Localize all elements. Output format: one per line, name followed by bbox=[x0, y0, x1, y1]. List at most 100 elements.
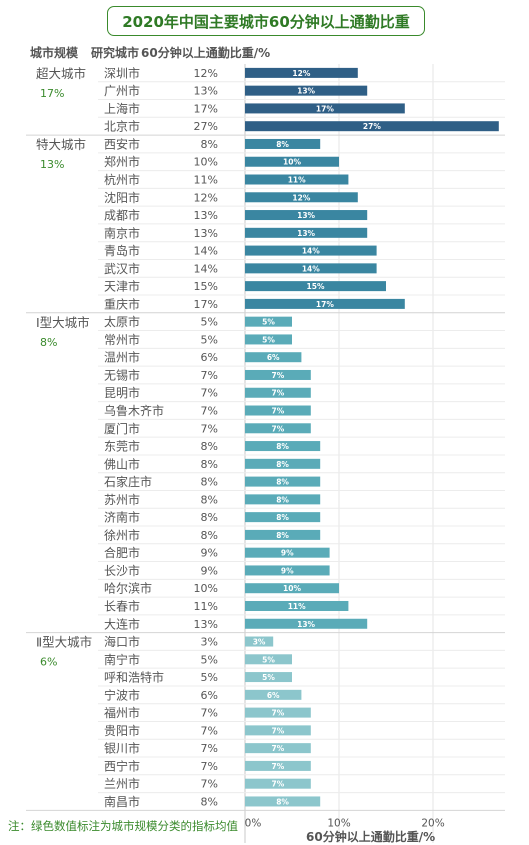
bar-data-label: 5% bbox=[262, 655, 275, 664]
city-label: 温州市 bbox=[104, 350, 140, 365]
bar-data-label: 7% bbox=[272, 726, 285, 735]
bar-data-label: 9% bbox=[281, 549, 294, 558]
bar-data-label: 11% bbox=[288, 176, 306, 185]
value-label: 8% bbox=[201, 795, 218, 808]
chart-title: 2020年中国主要城市60分钟以上通勤比重 bbox=[107, 6, 425, 36]
bar bbox=[245, 245, 377, 256]
bar bbox=[245, 387, 311, 398]
header-city-scale: 城市规模 bbox=[30, 46, 79, 60]
value-label: 8% bbox=[201, 493, 218, 506]
value-label: 6% bbox=[201, 689, 218, 702]
city-label: 太原市 bbox=[104, 314, 140, 329]
value-label: 5% bbox=[201, 671, 218, 684]
x-tick-label: 20% bbox=[421, 817, 444, 829]
bar-data-label: 9% bbox=[281, 566, 294, 575]
bar-data-label: 8% bbox=[276, 495, 289, 504]
bar bbox=[245, 67, 358, 78]
bar bbox=[245, 263, 377, 274]
bar bbox=[245, 85, 368, 96]
bar-data-label: 5% bbox=[262, 318, 275, 327]
bar bbox=[245, 281, 386, 292]
bar-data-label: 8% bbox=[276, 140, 289, 149]
city-label: 武汉市 bbox=[104, 261, 140, 276]
city-label: 无锡市 bbox=[104, 367, 140, 382]
value-label: 5% bbox=[201, 333, 218, 346]
bar bbox=[245, 298, 405, 309]
bar-data-label: 5% bbox=[262, 673, 275, 682]
bar-data-label: 13% bbox=[297, 620, 315, 629]
value-label: 8% bbox=[201, 476, 218, 489]
bar bbox=[245, 707, 311, 718]
city-label: 南京市 bbox=[104, 225, 140, 240]
group-name: Ⅱ型大城市 bbox=[36, 635, 92, 650]
bar-data-label: 8% bbox=[276, 460, 289, 469]
city-label: 苏州市 bbox=[104, 492, 140, 507]
bar bbox=[245, 547, 330, 558]
bar-data-label: 7% bbox=[272, 762, 285, 771]
bar bbox=[245, 441, 321, 452]
bar-data-label: 27% bbox=[363, 122, 381, 131]
bar-data-label: 12% bbox=[292, 193, 310, 202]
value-label: 13% bbox=[194, 227, 218, 240]
city-label: 大连市 bbox=[104, 616, 140, 631]
value-label: 13% bbox=[194, 209, 218, 222]
bar bbox=[245, 121, 499, 132]
bar bbox=[245, 512, 321, 523]
value-label: 7% bbox=[201, 387, 218, 400]
bar bbox=[245, 689, 302, 700]
city-label: 上海市 bbox=[104, 101, 140, 116]
value-label: 14% bbox=[194, 245, 218, 258]
bar-data-label: 7% bbox=[272, 371, 285, 380]
city-label: 南宁市 bbox=[104, 652, 140, 667]
x-axis-label: 60分钟以上通勤比重/% bbox=[306, 830, 436, 844]
bar bbox=[245, 316, 292, 327]
value-label: 3% bbox=[201, 636, 218, 649]
group-name: 超大城市 bbox=[36, 66, 86, 81]
value-label: 7% bbox=[201, 742, 218, 755]
value-label: 13% bbox=[194, 618, 218, 631]
value-label: 5% bbox=[201, 316, 218, 329]
value-label: 8% bbox=[201, 458, 218, 471]
bar-data-label: 14% bbox=[302, 247, 320, 256]
value-label: 7% bbox=[201, 778, 218, 791]
value-label: 10% bbox=[194, 156, 218, 169]
bar bbox=[245, 529, 321, 540]
value-label: 8% bbox=[201, 440, 218, 453]
city-label: 南昌市 bbox=[104, 794, 140, 809]
city-label: 银川市 bbox=[104, 741, 140, 756]
city-label: 宁波市 bbox=[104, 687, 140, 702]
bar bbox=[245, 210, 368, 221]
city-label: 郑州市 bbox=[104, 154, 140, 169]
city-label: 石家庄市 bbox=[104, 474, 152, 489]
bar bbox=[245, 725, 311, 736]
bar bbox=[245, 227, 368, 238]
header-share: 60分钟以上通勤比重/% bbox=[141, 46, 271, 60]
value-label: 7% bbox=[201, 760, 218, 773]
bar-data-label: 7% bbox=[272, 744, 285, 753]
bar bbox=[245, 760, 311, 771]
value-label: 11% bbox=[194, 174, 218, 187]
bar-data-label: 17% bbox=[316, 104, 334, 113]
bar-data-label: 7% bbox=[272, 389, 285, 398]
bar bbox=[245, 583, 339, 594]
x-tick-label: 0% bbox=[245, 817, 262, 829]
bar-data-label: 8% bbox=[276, 513, 289, 522]
bar-data-label: 5% bbox=[262, 335, 275, 344]
city-label: 深圳市 bbox=[104, 65, 140, 80]
bar-data-label: 6% bbox=[267, 353, 280, 362]
bar bbox=[245, 636, 274, 647]
bar bbox=[245, 138, 321, 149]
value-label: 7% bbox=[201, 369, 218, 382]
bar bbox=[245, 103, 405, 114]
value-label: 9% bbox=[201, 547, 218, 560]
bar-data-label: 8% bbox=[276, 478, 289, 487]
bar-data-label: 7% bbox=[272, 709, 285, 718]
city-label: 北京市 bbox=[104, 119, 140, 134]
city-label: 福州市 bbox=[104, 705, 140, 720]
city-label: 合肥市 bbox=[104, 545, 140, 560]
bar bbox=[245, 618, 368, 629]
bar-data-label: 14% bbox=[302, 264, 320, 273]
bar bbox=[245, 458, 321, 469]
header-city: 研究城市 bbox=[91, 46, 140, 60]
